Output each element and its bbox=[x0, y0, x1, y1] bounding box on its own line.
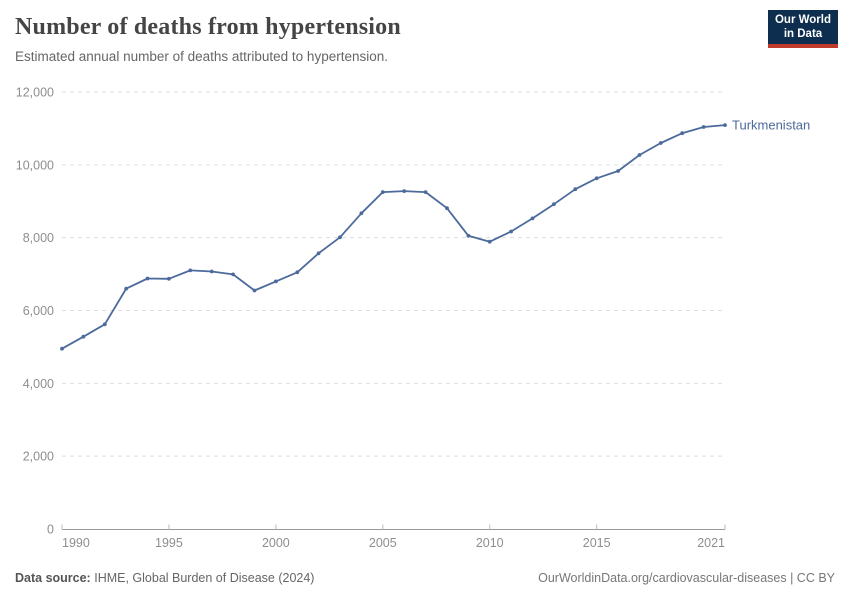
owid-logo-line1: Our World bbox=[774, 13, 831, 26]
data-point[interactable] bbox=[723, 123, 727, 127]
data-point[interactable] bbox=[338, 235, 342, 240]
data-point[interactable] bbox=[167, 276, 171, 281]
data-point[interactable] bbox=[359, 211, 364, 216]
data-point[interactable] bbox=[658, 141, 663, 145]
data-point[interactable] bbox=[380, 190, 385, 195]
data-point[interactable] bbox=[231, 272, 236, 277]
y-axis-tick-label: 8,000 bbox=[23, 231, 54, 245]
data-point[interactable] bbox=[274, 279, 278, 284]
series-label[interactable]: Turkmenistan bbox=[732, 118, 810, 133]
credit-link[interactable]: OurWorldinData.org/cardiovascular-diseas… bbox=[538, 571, 835, 585]
data-point[interactable] bbox=[487, 239, 492, 244]
data-point[interactable] bbox=[701, 125, 706, 129]
data-point[interactable] bbox=[102, 322, 107, 327]
data-point[interactable] bbox=[530, 216, 535, 221]
data-point[interactable] bbox=[81, 334, 86, 339]
y-axis-tick-label: 6,000 bbox=[23, 304, 54, 318]
data-point[interactable] bbox=[145, 276, 150, 281]
data-source-label: Data source: bbox=[15, 571, 91, 585]
owid-logo[interactable]: Our World in Data bbox=[768, 10, 838, 48]
x-axis-tick-label: 2010 bbox=[476, 536, 504, 550]
x-axis-tick-label: 2000 bbox=[262, 536, 290, 550]
data-point[interactable] bbox=[573, 187, 578, 192]
data-point[interactable] bbox=[295, 270, 300, 275]
data-point[interactable] bbox=[509, 229, 513, 234]
data-point[interactable] bbox=[616, 169, 620, 173]
y-axis-tick-label: 10,000 bbox=[16, 158, 54, 172]
y-axis-tick-label: 0 bbox=[47, 523, 54, 537]
data-point[interactable] bbox=[680, 131, 685, 136]
data-point[interactable] bbox=[423, 190, 428, 195]
data-point[interactable] bbox=[552, 202, 556, 207]
data-point[interactable] bbox=[60, 346, 64, 351]
x-axis-tick-label: 1995 bbox=[155, 536, 183, 550]
data-point[interactable] bbox=[402, 189, 407, 194]
chart-footer: Data source: IHME, Global Burden of Dise… bbox=[15, 571, 835, 585]
data-point[interactable] bbox=[466, 233, 471, 238]
data-point[interactable] bbox=[594, 176, 599, 181]
data-point[interactable] bbox=[445, 206, 449, 211]
data-source-text: IHME, Global Burden of Disease (2024) bbox=[94, 571, 315, 585]
x-axis-tick-label: 2021 bbox=[697, 536, 725, 550]
y-axis-tick-label: 4,000 bbox=[23, 377, 54, 391]
y-axis-tick-label: 12,000 bbox=[16, 86, 54, 100]
owid-logo-line2: in Data bbox=[783, 28, 823, 40]
data-point[interactable] bbox=[316, 251, 321, 256]
data-source: Data source: IHME, Global Burden of Dise… bbox=[15, 571, 314, 585]
y-axis-tick-label: 2,000 bbox=[23, 450, 54, 464]
data-point[interactable] bbox=[637, 153, 642, 157]
page-title: Number of deaths from hypertension bbox=[15, 14, 401, 40]
data-point[interactable] bbox=[188, 268, 193, 273]
data-point[interactable] bbox=[252, 288, 257, 293]
x-axis-tick-label: 2015 bbox=[583, 536, 611, 550]
x-axis-tick-label: 1990 bbox=[62, 536, 90, 550]
data-point[interactable] bbox=[209, 269, 214, 274]
page-subtitle: Estimated annual number of deaths attrib… bbox=[15, 48, 388, 64]
chart-header: Number of deaths from hypertension Estim… bbox=[15, 14, 735, 64]
series-line-turkmenistan[interactable] bbox=[61, 124, 726, 350]
data-point[interactable] bbox=[124, 286, 129, 291]
x-axis-tick-label: 2005 bbox=[369, 536, 397, 550]
